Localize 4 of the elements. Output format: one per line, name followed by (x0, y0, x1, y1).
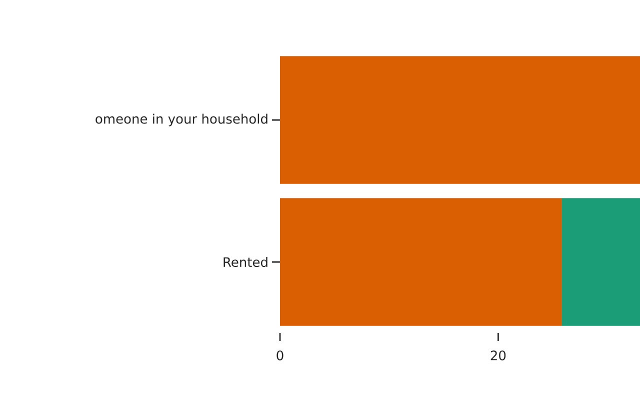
x-tick-label: 0 (276, 350, 284, 360)
x-tick-label: 20 (490, 350, 506, 360)
y-tick-label: omeone in your household (96, 114, 268, 126)
y-tick-label: Rented (224, 256, 268, 268)
